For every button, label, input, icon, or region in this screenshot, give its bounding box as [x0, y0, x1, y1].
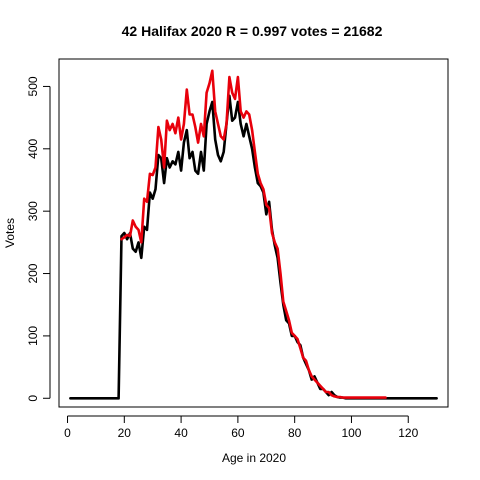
- plot-frame: [58, 58, 449, 408]
- x-tick-label: 20: [118, 426, 132, 440]
- x-tick-label: 60: [231, 426, 245, 440]
- x-tick-label: 40: [174, 426, 188, 440]
- chart-title: 42 Halifax 2020 R = 0.997 votes = 21682: [122, 23, 383, 39]
- y-tick-label: 100: [26, 326, 40, 346]
- y-axis-label: Votes: [3, 218, 17, 248]
- x-tick-label: 80: [288, 426, 302, 440]
- series-lines: [69, 69, 438, 400]
- x-tick-label: 0: [64, 426, 71, 440]
- x-axis-label: Age in 2020: [222, 451, 286, 465]
- y-tick-label: 400: [26, 138, 40, 158]
- axes: 0 20 40 60 80 100 120 0 100 200 300 400 500: [26, 76, 419, 440]
- series-line-2: [120, 69, 387, 399]
- y-tick-label: 500: [26, 76, 40, 96]
- y-tick-label: 200: [26, 263, 40, 283]
- x-tick-label: 120: [398, 426, 418, 440]
- y-tick-label: 0: [26, 395, 40, 402]
- y-tick-label: 300: [26, 201, 40, 221]
- x-tick-label: 100: [341, 426, 361, 440]
